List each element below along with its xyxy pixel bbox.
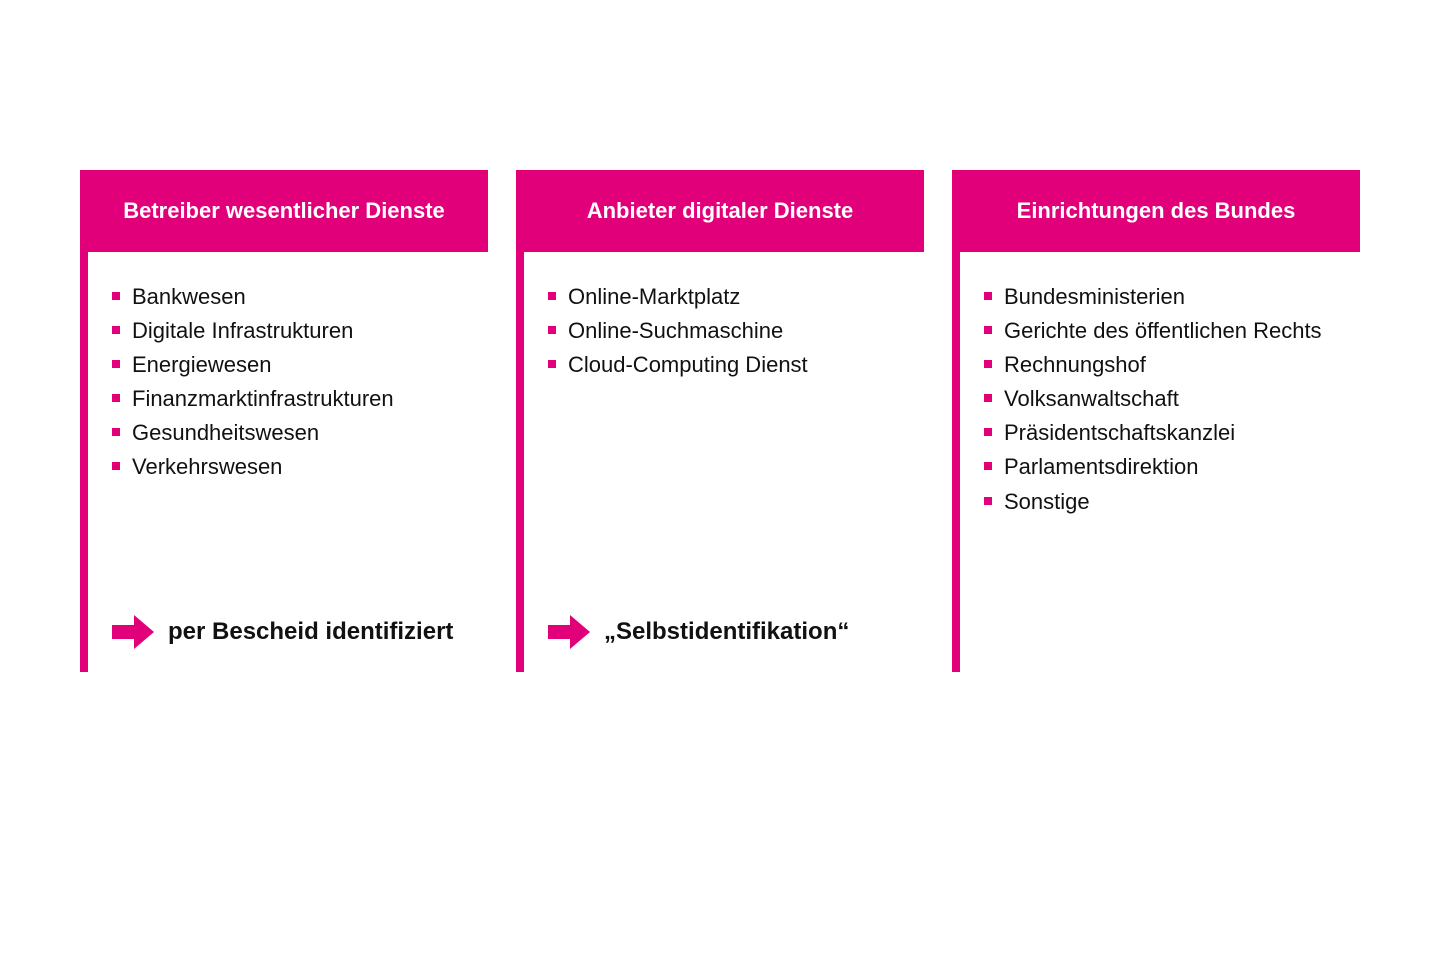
list-item: Parlamentsdirektion [984, 450, 1340, 484]
column-body: Bundesministerien Gerichte des öffentlic… [952, 252, 1360, 672]
list-item: Gerichte des öffentlichen Rechts [984, 314, 1340, 348]
item-text: Verkehrswesen [132, 450, 282, 484]
bullet-icon [112, 360, 120, 368]
item-text: Finanzmarktinfrastrukturen [132, 382, 394, 416]
item-text: Volksanwaltschaft [1004, 382, 1179, 416]
footer-text: „Selbstidentifikation“ [604, 618, 849, 646]
bullet-icon [984, 360, 992, 368]
item-text: Parlamentsdirektion [1004, 450, 1198, 484]
item-list: Online-Marktplatz Online-Suchmaschine Cl… [548, 280, 904, 584]
item-text: Gesundheitswesen [132, 416, 319, 450]
column-header: Anbieter digitaler Dienste [516, 170, 924, 252]
item-text: Sonstige [1004, 485, 1090, 519]
column-footer [984, 612, 1340, 652]
item-text: Digitale Infrastrukturen [132, 314, 353, 348]
bullet-icon [548, 326, 556, 334]
item-text: Online-Marktplatz [568, 280, 740, 314]
item-list: Bankwesen Digitale Infrastrukturen Energ… [112, 280, 468, 584]
bullet-icon [548, 360, 556, 368]
item-list: Bundesministerien Gerichte des öffentlic… [984, 280, 1340, 584]
column-header: Einrichtungen des Bundes [952, 170, 1360, 252]
item-text: Rechnungshof [1004, 348, 1146, 382]
column-footer: per Bescheid identifiziert [112, 612, 468, 652]
item-text: Präsidentschaftskanzlei [1004, 416, 1235, 450]
bullet-icon [548, 292, 556, 300]
item-text: Bankwesen [132, 280, 246, 314]
bullet-icon [984, 428, 992, 436]
column-body: Bankwesen Digitale Infrastrukturen Energ… [80, 252, 488, 672]
bullet-icon [984, 497, 992, 505]
list-item: Gesundheitswesen [112, 416, 468, 450]
list-item: Rechnungshof [984, 348, 1340, 382]
item-text: Cloud-Computing Dienst [568, 348, 808, 382]
list-item: Finanzmarktinfrastrukturen [112, 382, 468, 416]
item-text: Gerichte des öffentlichen Rechts [1004, 314, 1322, 348]
list-item: Volksanwaltschaft [984, 382, 1340, 416]
arrow-right-icon [548, 615, 590, 649]
bullet-icon [984, 394, 992, 402]
bullet-icon [112, 326, 120, 334]
list-item: Sonstige [984, 485, 1340, 519]
column-footer: „Selbstidentifikation“ [548, 612, 904, 652]
list-item: Cloud-Computing Dienst [548, 348, 904, 382]
bullet-icon [984, 462, 992, 470]
columns-container: Betreiber wesentlicher Dienste Bankwesen… [80, 170, 1360, 672]
list-item: Digitale Infrastrukturen [112, 314, 468, 348]
list-item: Präsidentschaftskanzlei [984, 416, 1340, 450]
item-text: Online-Suchmaschine [568, 314, 783, 348]
list-item: Energiewesen [112, 348, 468, 382]
column-digital-providers: Anbieter digitaler Dienste Online-Marktp… [516, 170, 924, 672]
item-text: Energiewesen [132, 348, 271, 382]
bullet-icon [112, 462, 120, 470]
list-item: Online-Suchmaschine [548, 314, 904, 348]
column-body: Online-Marktplatz Online-Suchmaschine Cl… [516, 252, 924, 672]
column-operators: Betreiber wesentlicher Dienste Bankwesen… [80, 170, 488, 672]
list-item: Verkehrswesen [112, 450, 468, 484]
list-item: Bankwesen [112, 280, 468, 314]
footer-text: per Bescheid identifiziert [168, 618, 453, 646]
list-item: Bundesministerien [984, 280, 1340, 314]
bullet-icon [984, 292, 992, 300]
list-item: Online-Marktplatz [548, 280, 904, 314]
item-text: Bundesministerien [1004, 280, 1185, 314]
bullet-icon [112, 292, 120, 300]
bullet-icon [112, 394, 120, 402]
arrow-right-icon [112, 615, 154, 649]
column-header: Betreiber wesentlicher Dienste [80, 170, 488, 252]
bullet-icon [112, 428, 120, 436]
column-federal-institutions: Einrichtungen des Bundes Bundesministeri… [952, 170, 1360, 672]
bullet-icon [984, 326, 992, 334]
